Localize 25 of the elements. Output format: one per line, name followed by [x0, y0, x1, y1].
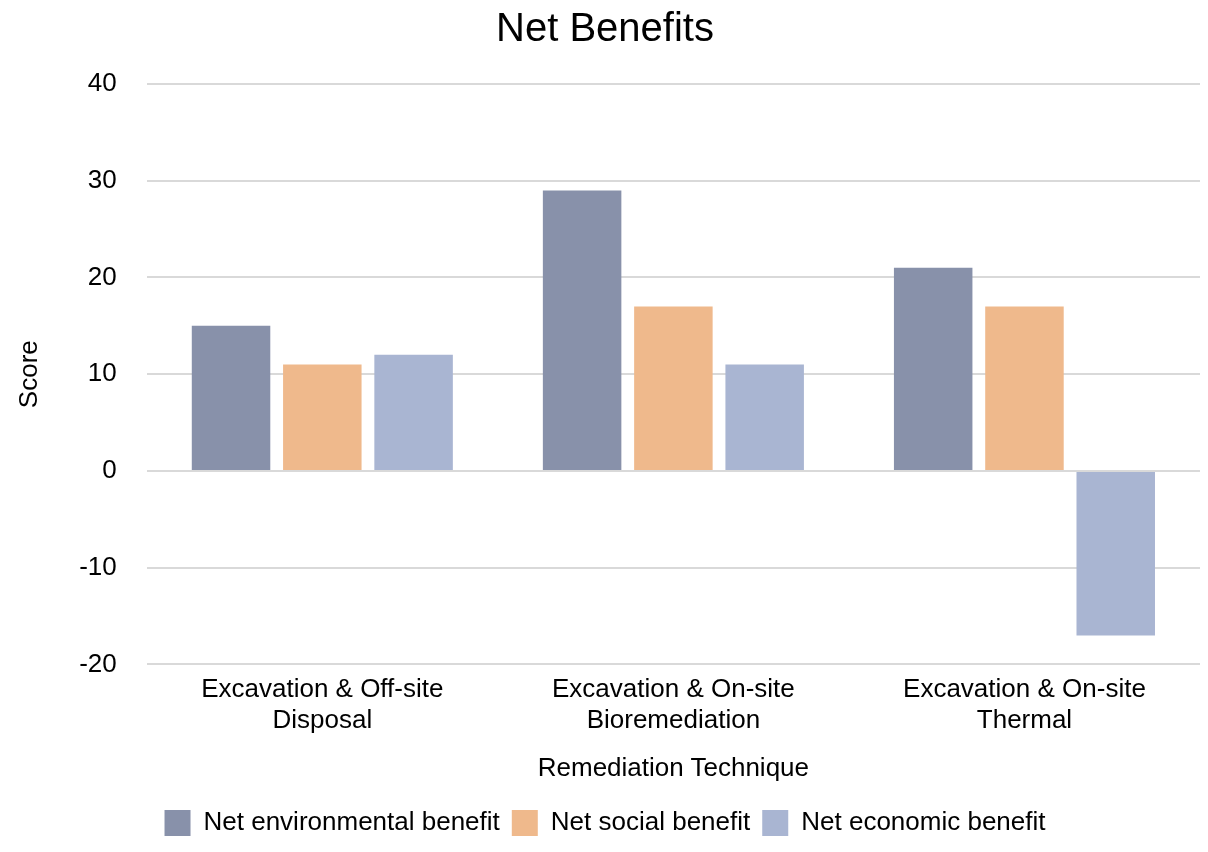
y-tick-label: -20 [79, 647, 117, 678]
y-tick-label: 10 [87, 357, 117, 388]
x-tick-label: Excavation & On-site Bioremediation [552, 673, 795, 735]
chart-title: Net Benefits [496, 5, 714, 50]
x-tick-label: Excavation & Off-site Disposal [201, 673, 444, 735]
bar [374, 354, 453, 470]
y-tick-label: 30 [87, 163, 117, 194]
legend-label: Net economic benefit [801, 806, 1047, 837]
y-tick-label: 0 [102, 454, 117, 485]
x-tick-label: Excavation & On-site Thermal [903, 673, 1146, 735]
legend-label: Net environmental benefit [203, 806, 501, 837]
bar [1076, 471, 1155, 636]
y-tick-label: -10 [79, 550, 117, 581]
bar [283, 364, 362, 470]
legend-label: Net social benefit [550, 806, 752, 837]
y-tick-label: 40 [87, 67, 117, 98]
bar [893, 267, 973, 470]
bar [634, 306, 713, 470]
bar [191, 325, 271, 470]
bar [985, 306, 1064, 470]
x-axis-title: Remediation Technique [537, 751, 810, 782]
y-axis-title: Score [12, 340, 43, 409]
bar [542, 190, 622, 470]
y-tick-label: 20 [87, 260, 117, 291]
bar [725, 364, 804, 470]
